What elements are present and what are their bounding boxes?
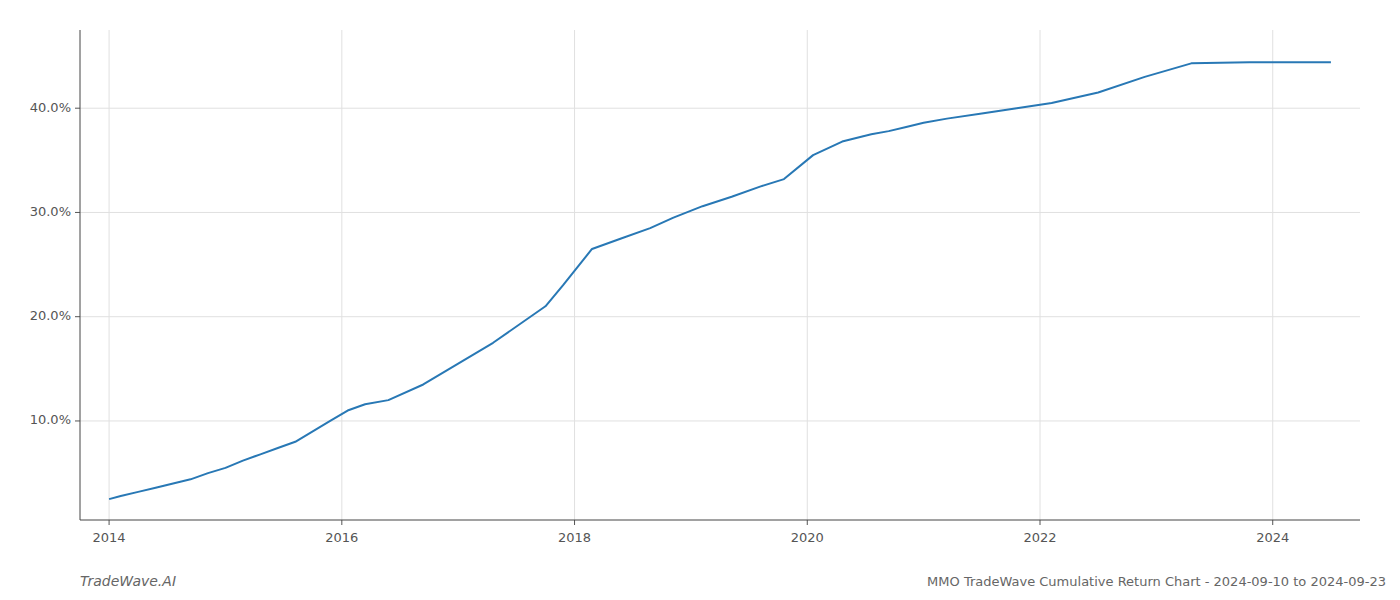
watermark: TradeWave.AI — [80, 573, 176, 589]
y-tick-label: 40.0% — [30, 100, 71, 115]
y-tick-label: 30.0% — [30, 204, 71, 219]
y-grid-line — [80, 108, 1360, 109]
x-grid-line — [1040, 30, 1041, 520]
y-grid-line — [80, 420, 1360, 421]
y-tick-label: 20.0% — [30, 308, 71, 323]
y-tick — [75, 420, 80, 421]
x-tick-label: 2018 — [558, 530, 591, 545]
chart-svg: 10.0% 20.0% 30.0% 40.0% 2014 2016 2018 2020 2022… — [0, 0, 1400, 600]
x-tick-label: 2014 — [93, 530, 126, 545]
x-grid-line — [109, 30, 110, 520]
grid — [80, 30, 1360, 520]
cumulative-return-line — [109, 62, 1331, 499]
y-tick-label: 10.0% — [30, 412, 71, 427]
y-tick — [75, 108, 80, 109]
chart-title: MMO TradeWave Cumulative Return Chart - … — [927, 574, 1386, 589]
x-tick — [807, 520, 808, 525]
x-tick-label: 2022 — [1023, 530, 1056, 545]
x-grid-line — [1272, 30, 1273, 520]
y-tick — [75, 316, 80, 317]
background — [0, 0, 1400, 600]
x-tick-label: 2024 — [1256, 530, 1289, 545]
axes: 10.0% 20.0% 30.0% 40.0% 2014 2016 2018 2020 2022… — [30, 30, 1360, 545]
x-tick — [341, 520, 342, 525]
x-axis-line — [80, 520, 1360, 521]
x-grid-line — [341, 30, 342, 520]
plot-area — [109, 62, 1331, 499]
x-grid-line — [807, 30, 808, 520]
y-axis-line — [80, 30, 81, 520]
x-tick-label: 2016 — [325, 530, 358, 545]
x-tick — [1040, 520, 1041, 525]
chart-container: 10.0% 20.0% 30.0% 40.0% 2014 2016 2018 2020 2022… — [0, 0, 1400, 600]
y-grid-line — [80, 212, 1360, 213]
x-tick — [109, 520, 110, 525]
x-grid-line — [574, 30, 575, 520]
x-tick — [574, 520, 575, 525]
x-tick — [1272, 520, 1273, 525]
y-tick — [75, 212, 80, 213]
x-tick-label: 2020 — [791, 530, 824, 545]
y-grid-line — [80, 316, 1360, 317]
